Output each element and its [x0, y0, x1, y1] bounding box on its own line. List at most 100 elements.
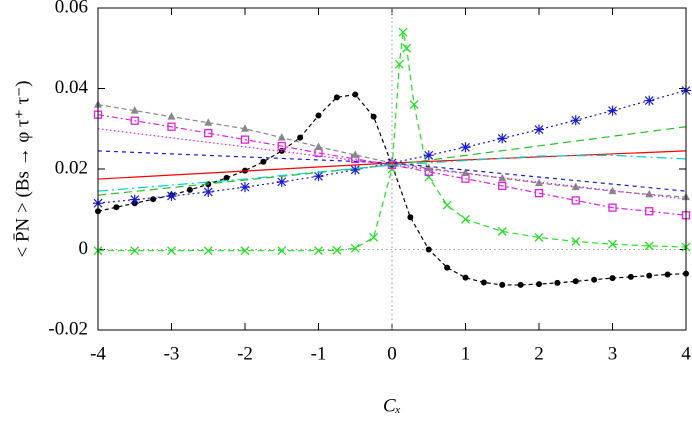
series-line [97, 150, 687, 192]
marker [644, 241, 654, 251]
marker [498, 181, 507, 191]
marker [608, 239, 617, 249]
marker [571, 196, 580, 205]
marker [442, 200, 452, 210]
marker [166, 190, 177, 201]
marker [277, 246, 287, 256]
marker [186, 186, 193, 193]
marker [409, 100, 419, 110]
marker [394, 59, 404, 69]
marker [277, 141, 286, 151]
series-line [97, 93, 687, 286]
marker [314, 246, 323, 256]
marker [572, 278, 579, 285]
marker [444, 264, 451, 271]
marker [167, 112, 176, 120]
marker [313, 171, 324, 182]
marker [499, 281, 506, 288]
marker [517, 281, 524, 288]
marker [462, 274, 469, 281]
marker [223, 174, 230, 181]
marker [608, 203, 617, 212]
marker [424, 172, 434, 182]
series-line [98, 32, 687, 252]
marker [497, 133, 508, 144]
x-tick-label: -2 [237, 343, 253, 364]
marker [332, 245, 342, 255]
x-axis-label: Cₓ [383, 395, 401, 416]
marker [350, 164, 361, 175]
marker [425, 246, 432, 253]
marker [644, 95, 655, 106]
marker [369, 232, 379, 242]
y-axis-label: < P̄N > (Bs → φ τ⁺ τ⁻) [12, 81, 33, 258]
marker [350, 243, 360, 253]
marker [352, 91, 359, 98]
marker [130, 116, 139, 125]
marker [351, 150, 360, 158]
marker [260, 158, 267, 165]
marker [203, 186, 214, 197]
series-line [97, 104, 687, 198]
marker [130, 246, 140, 256]
marker [204, 129, 213, 138]
marker [388, 158, 396, 166]
marker [646, 272, 653, 279]
marker [571, 236, 581, 246]
x-tick-label: 1 [461, 343, 471, 364]
marker [554, 279, 561, 286]
marker [591, 276, 598, 283]
marker [402, 43, 412, 53]
series-line [97, 154, 687, 192]
y-tick-label: -0.02 [48, 318, 88, 339]
marker [240, 135, 250, 144]
marker [203, 246, 213, 256]
series-line [97, 126, 687, 196]
marker [333, 94, 340, 101]
marker [609, 275, 616, 282]
marker [370, 113, 377, 120]
marker [497, 226, 507, 236]
marker [534, 124, 544, 135]
series-line [97, 128, 687, 200]
marker [461, 214, 470, 224]
marker [315, 112, 322, 119]
marker [314, 142, 323, 150]
marker [460, 142, 471, 153]
marker [241, 124, 249, 132]
marker [423, 150, 434, 161]
marker [398, 27, 408, 37]
marker [407, 214, 414, 221]
marker [498, 173, 507, 182]
marker [627, 273, 634, 280]
x-tick-label: 2 [534, 343, 544, 364]
marker [129, 194, 140, 205]
marker [570, 115, 581, 126]
marker [607, 105, 618, 116]
marker [297, 134, 304, 141]
marker [130, 106, 139, 114]
marker [204, 118, 213, 126]
series-line [97, 150, 687, 180]
marker [645, 207, 654, 216]
marker [240, 182, 250, 193]
x-tick-label: -4 [90, 343, 106, 364]
marker [167, 246, 176, 256]
marker [608, 186, 617, 195]
marker [534, 188, 544, 198]
y-tick-label: 0.06 [55, 0, 88, 17]
marker [536, 281, 542, 288]
marker [534, 232, 544, 242]
x-tick-label: -3 [164, 343, 180, 364]
marker [276, 176, 287, 187]
marker [113, 204, 120, 211]
plot-frame [97, 7, 687, 331]
marker [664, 271, 671, 278]
marker [167, 122, 176, 131]
y-tick-label: 0 [79, 238, 89, 259]
x-tick-label: 0 [387, 343, 397, 364]
marker [150, 196, 157, 203]
marker [480, 279, 487, 286]
marker [424, 163, 433, 172]
